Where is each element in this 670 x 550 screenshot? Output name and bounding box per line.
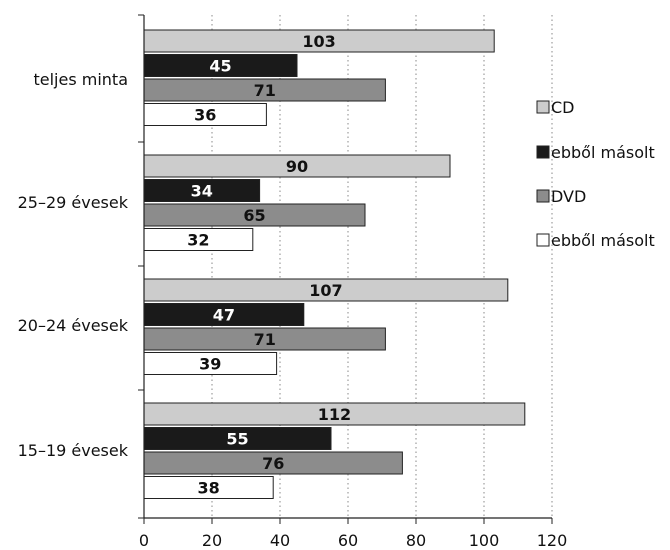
- x-tick-label: 120: [537, 531, 568, 550]
- x-tick-label: 60: [338, 531, 358, 550]
- data-label: 45: [209, 57, 231, 76]
- legend-label: CD: [551, 98, 575, 117]
- legend-label: ebből másolt: [551, 143, 655, 162]
- legend-swatch: [536, 233, 550, 247]
- category-label: teljes minta: [33, 70, 128, 89]
- category-labels: teljes minta 25–29 évesek 20–24 évesek 15–1…: [18, 70, 129, 460]
- data-label: 38: [197, 479, 219, 498]
- data-label: 107: [309, 281, 342, 300]
- x-tick-labels: 0 20 40 60 80 100 120: [139, 531, 567, 550]
- data-label: 71: [254, 330, 276, 349]
- data-label: 71: [254, 81, 276, 100]
- x-tick-label: 100: [469, 531, 500, 550]
- x-tick-label: 20: [202, 531, 222, 550]
- data-label: 32: [187, 231, 209, 250]
- legend: CD ebből másolt DVD ebből másolt: [536, 98, 655, 250]
- legend-swatch: [536, 100, 550, 114]
- data-label: 39: [199, 355, 221, 374]
- bars: 103 45 71 36 90 34 65 32 107 47 71 39 112 55 76 38: [143, 29, 526, 499]
- legend-swatch: [536, 145, 550, 159]
- data-label: 76: [262, 454, 284, 473]
- category-label: 15–19 évesek: [18, 441, 129, 460]
- data-label: 65: [243, 206, 265, 225]
- data-label: 90: [286, 157, 308, 176]
- category-label: 20–24 évesek: [18, 316, 129, 335]
- legend-label: ebből másolt: [551, 231, 655, 250]
- legend-label: DVD: [551, 187, 586, 206]
- data-label: 112: [318, 405, 351, 424]
- data-label: 103: [302, 32, 335, 51]
- legend-swatch: [536, 189, 550, 203]
- x-tick-label: 0: [139, 531, 149, 550]
- data-label: 55: [226, 430, 248, 449]
- x-tick-label: 80: [406, 531, 426, 550]
- data-label: 34: [191, 182, 213, 201]
- axes: [138, 14, 553, 524]
- data-label: 36: [194, 106, 216, 125]
- category-label: 25–29 évesek: [18, 193, 129, 212]
- x-tick-label: 40: [270, 531, 290, 550]
- data-label: 47: [213, 306, 235, 325]
